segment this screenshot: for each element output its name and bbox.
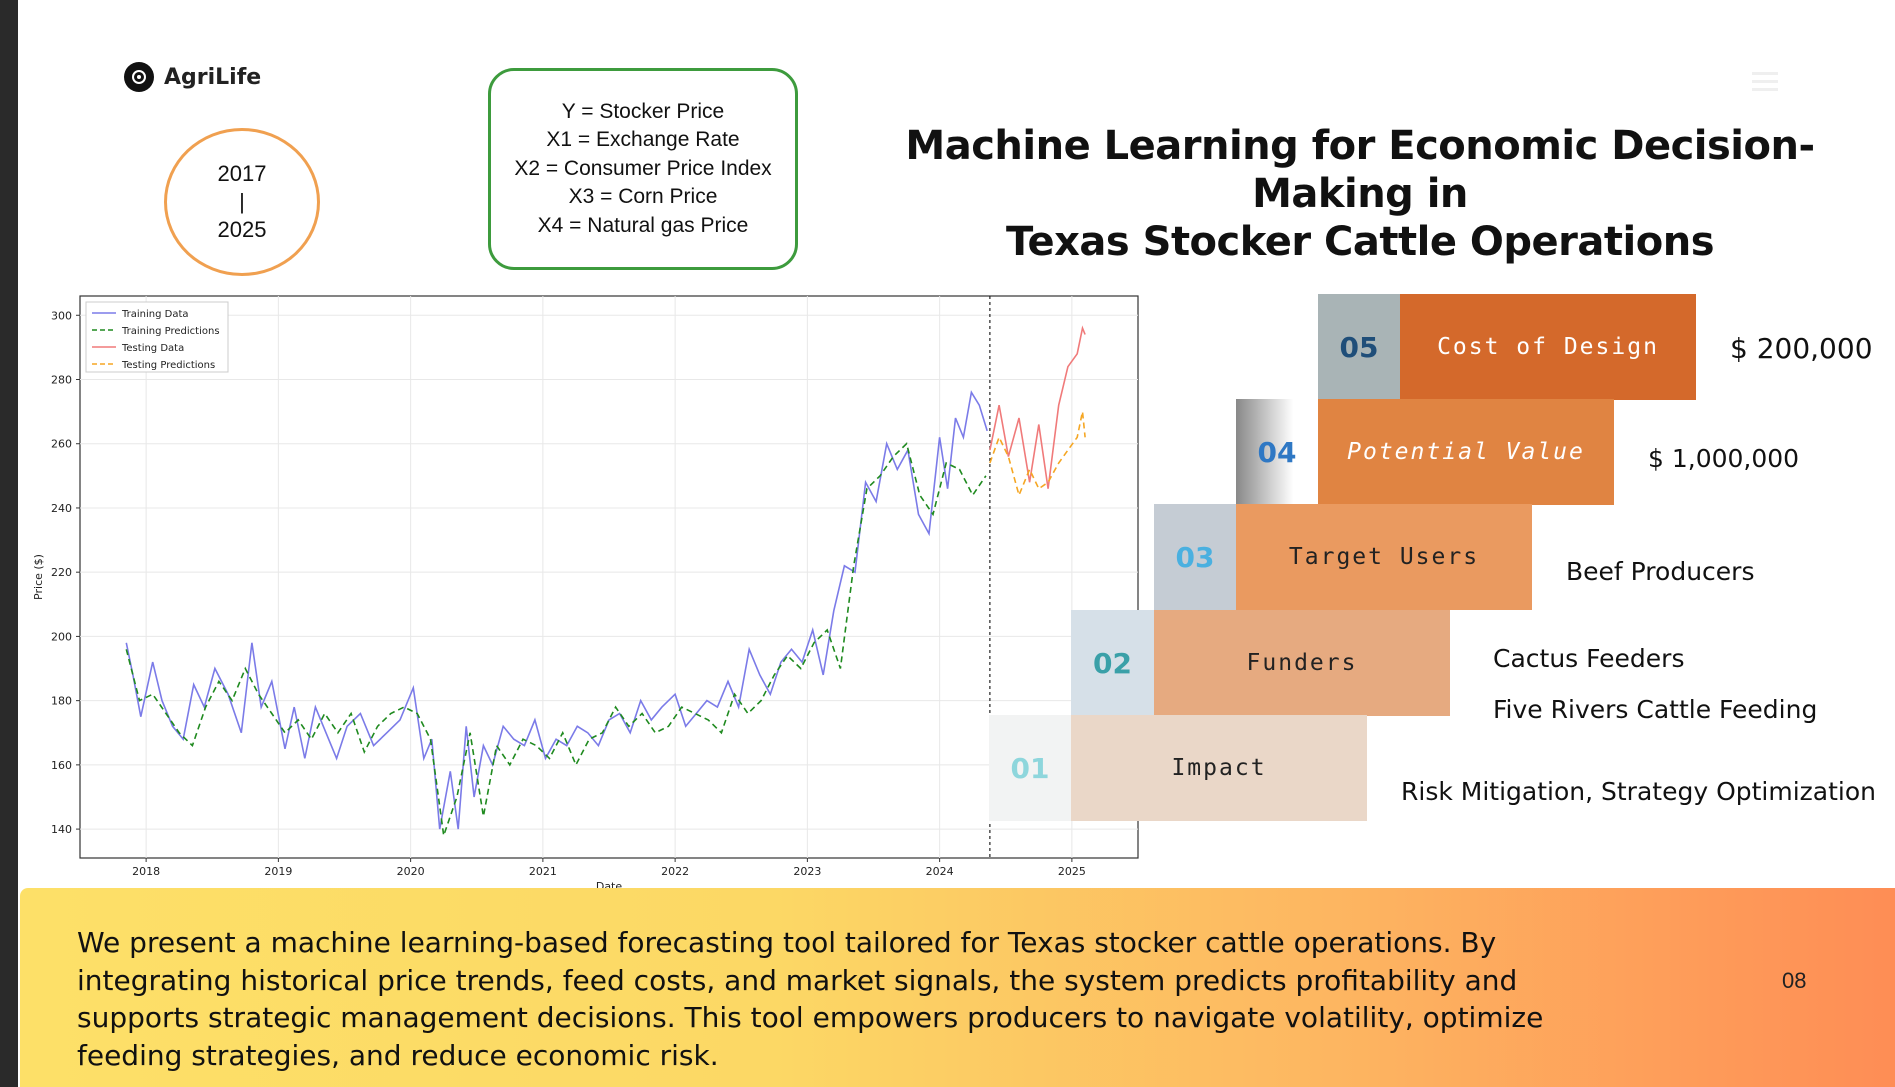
legend-label: Training Predictions <box>121 326 220 337</box>
step-01-value: Risk Mitigation, Strategy Optimization <box>1401 777 1876 806</box>
y-tick-label: 300 <box>51 309 72 322</box>
chart-legend: Training Data Training Predictions Testing… <box>85 301 229 373</box>
brand-logo: AgriLife <box>124 62 261 92</box>
step-02-number: 02 <box>1071 610 1154 716</box>
series-line-1 <box>125 390 988 830</box>
x-tick-label: 2021 <box>529 865 557 878</box>
x-tick-label: 2025 <box>1058 865 1086 878</box>
step-04-number: 04 <box>1236 399 1318 505</box>
y-tick-label: 240 <box>51 502 72 515</box>
legend-label: Testing Data <box>121 343 184 354</box>
step-02-value-2: Five Rivers Cattle Feeding <box>1493 695 1818 724</box>
year-end: 2025 <box>217 217 267 242</box>
forecast-chart-svg: 140 160 180 200 220 240 260 280 300 2018 2019 2020 2… <box>32 295 1139 893</box>
series-line-3 <box>989 325 1086 489</box>
year-separator: | <box>239 189 245 214</box>
x-tick-label: 2022 <box>661 865 689 878</box>
step-05-value: $ 200,000 <box>1730 332 1873 365</box>
x-tick-label: 2019 <box>264 865 292 878</box>
step-03-number: 03 <box>1154 504 1236 610</box>
y-axis-label: Price ($) <box>32 554 45 600</box>
step-04-label: Potential Value <box>1318 399 1614 505</box>
title-line-2: Texas Stocker Cattle Operations <box>1006 219 1715 265</box>
target-icon <box>124 62 154 92</box>
legend-label: Testing Predictions <box>121 360 215 371</box>
step-05-label: Cost of Design <box>1400 294 1696 400</box>
window-edge <box>0 0 18 1087</box>
summary-text: We present a machine learning-based fore… <box>77 926 1544 1072</box>
plot-area <box>79 295 1139 859</box>
page-number: 08 <box>1782 968 1807 993</box>
y-tick-label: 220 <box>51 566 72 579</box>
summary-banner: We present a machine learning-based fore… <box>20 888 1895 1087</box>
variable-x4: X4 = Natural gas Price <box>537 213 749 237</box>
step-03-value: Beef Producers <box>1566 557 1755 586</box>
year-range-circle: 2017 | 2025 <box>164 128 320 276</box>
y-tick-label: 280 <box>51 373 72 386</box>
variable-x2: X2 = Consumer Price Index <box>514 156 772 180</box>
series-line-4 <box>989 411 1086 498</box>
series-line-2 <box>125 442 987 836</box>
x-tick-label: 2018 <box>132 865 160 878</box>
page-title: Machine Learning for Economic Decision-M… <box>836 122 1884 266</box>
variables-box: Y = Stocker Price X1 = Exchange Rate X2 … <box>488 68 798 270</box>
x-tick-label: 2020 <box>397 865 425 878</box>
year-start: 2017 <box>217 161 267 186</box>
x-tick-label: 2024 <box>926 865 954 878</box>
forecast-chart: 140 160 180 200 220 240 260 280 300 2018 2019 2020 2… <box>28 288 1140 894</box>
step-03-label: Target Users <box>1236 504 1532 610</box>
y-tick-label: 140 <box>51 823 72 836</box>
step-02-value: Cactus Feeders <box>1493 644 1685 673</box>
y-tick-label: 180 <box>51 695 72 708</box>
step-02-label: Funders <box>1154 610 1450 716</box>
variable-x3: X3 = Corn Price <box>568 185 718 209</box>
y-tick-label: 260 <box>51 438 72 451</box>
legend-label: Training Data <box>121 309 189 320</box>
step-01-number: 01 <box>989 715 1071 821</box>
y-tick-label: 160 <box>51 759 72 772</box>
step-05-number: 05 <box>1318 294 1400 400</box>
x-tick-label: 2023 <box>793 865 821 878</box>
title-line-1: Machine Learning for Economic Decision-M… <box>905 123 1815 217</box>
variable-x1: X1 = Exchange Rate <box>546 128 740 152</box>
y-tick-label: 200 <box>51 630 72 643</box>
brand-name: AgriLife <box>164 64 262 90</box>
menu-icon[interactable] <box>1752 72 1778 92</box>
step-04-value: $ 1,000,000 <box>1648 444 1800 473</box>
step-01-label: Impact <box>1071 715 1367 821</box>
variable-y: Y = Stocker Price <box>561 99 725 123</box>
